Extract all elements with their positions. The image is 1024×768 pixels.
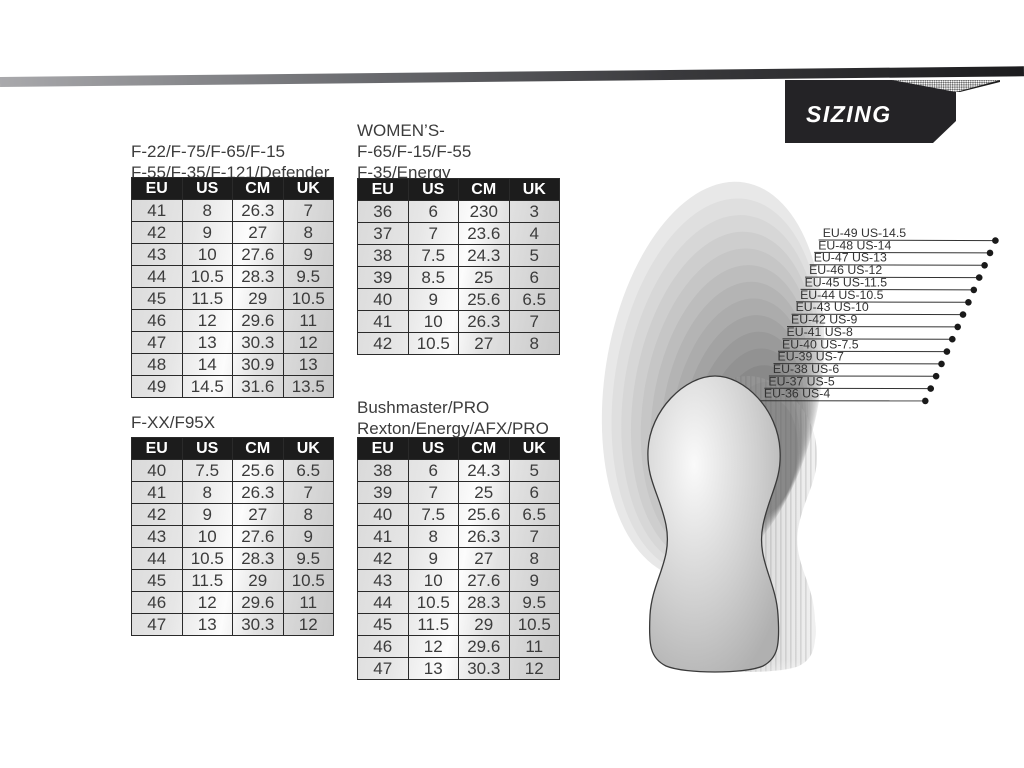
svg-text:EU-36 US-4: EU-36 US-4: [764, 387, 830, 401]
svg-text:SIZING: SIZING: [806, 101, 892, 127]
